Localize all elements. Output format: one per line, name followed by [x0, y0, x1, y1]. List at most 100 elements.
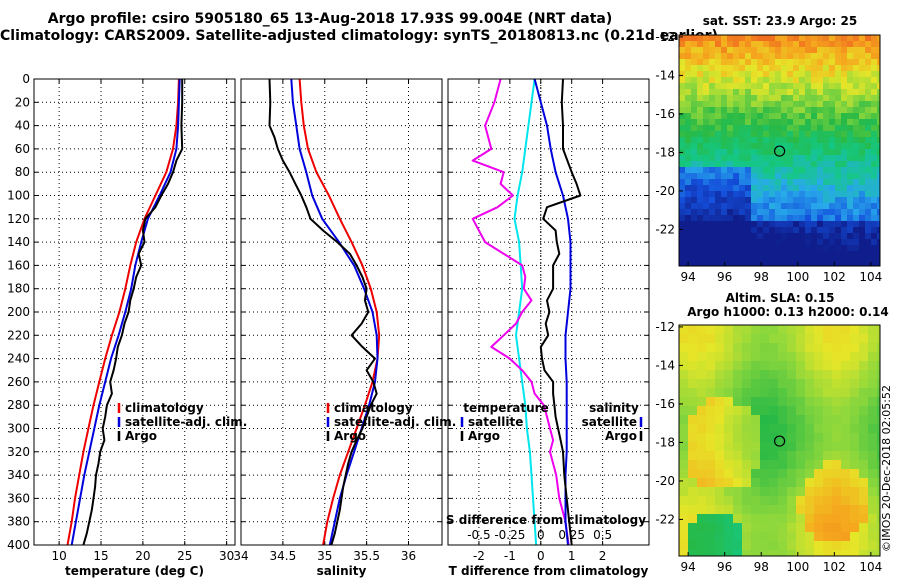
map-cell	[679, 487, 689, 497]
map-cell	[697, 442, 707, 452]
map-cell	[745, 101, 752, 108]
map-cell	[841, 460, 851, 470]
map-y-tick-label: -12	[655, 320, 675, 334]
map-cell	[706, 487, 716, 497]
map-cell	[733, 352, 743, 362]
map-cell	[796, 433, 806, 443]
map-cell	[775, 83, 782, 90]
map-cell	[829, 137, 836, 144]
map-cell	[709, 215, 716, 222]
map-cell	[751, 149, 758, 156]
map-cell	[841, 185, 848, 192]
map-cell	[853, 263, 860, 267]
map-cell	[697, 451, 707, 461]
map-y-tick-label: -22	[655, 512, 675, 526]
map-cell	[715, 41, 722, 48]
map-cell	[775, 125, 782, 132]
map-cell	[697, 167, 704, 174]
map-cell	[832, 379, 842, 389]
map-cell	[685, 113, 692, 120]
map-cell	[832, 541, 842, 551]
map-cell	[739, 59, 746, 66]
map-cell	[775, 179, 782, 186]
map-cell	[796, 451, 806, 461]
map-cell	[853, 161, 860, 168]
map-cell	[721, 245, 728, 252]
map-cell	[769, 209, 776, 216]
map-cell	[841, 397, 851, 407]
map-cell	[703, 137, 710, 144]
map-cell	[733, 185, 740, 192]
map-cell	[706, 361, 716, 371]
map-cell	[853, 149, 860, 156]
map-cell	[685, 227, 692, 234]
map-cell	[709, 143, 716, 150]
map-cell	[817, 77, 824, 84]
map-cell	[805, 343, 815, 353]
map-cell	[877, 487, 881, 497]
map-cell	[757, 233, 764, 240]
map-cell	[841, 65, 848, 72]
series-line-s-argo	[539, 78, 582, 546]
map-cell	[763, 89, 770, 96]
map-cell	[763, 263, 770, 267]
map-cell	[745, 257, 752, 264]
map-cell	[817, 83, 824, 90]
map-cell	[706, 451, 716, 461]
map-cell	[745, 149, 752, 156]
map-cell	[739, 197, 746, 204]
map-cell	[865, 191, 872, 198]
map-cell	[709, 53, 716, 60]
map-cell	[847, 263, 854, 267]
map-cell	[715, 406, 725, 416]
map-x-tick-label: 100	[786, 270, 809, 284]
map-cell	[805, 379, 815, 389]
map-cell	[733, 227, 740, 234]
map-cell	[760, 541, 770, 551]
map-cell	[853, 155, 860, 162]
map-cell	[832, 514, 842, 524]
map-cell	[769, 343, 779, 353]
map-cell	[721, 227, 728, 234]
map-cell	[811, 95, 818, 102]
map-cell	[787, 379, 797, 389]
map-cell	[769, 41, 776, 48]
map-cell	[775, 89, 782, 96]
map-cell	[853, 59, 860, 66]
map-cell	[757, 221, 764, 228]
map-cell	[739, 77, 746, 84]
map-cell	[691, 155, 698, 162]
map-cell	[697, 239, 704, 246]
map-cell	[859, 35, 866, 42]
map-cell	[751, 397, 761, 407]
legend-left-title: temperature	[463, 401, 548, 415]
map-cell	[685, 233, 692, 240]
map-cell	[832, 478, 842, 488]
map-cell	[835, 197, 842, 204]
map-cell	[841, 424, 851, 434]
map-cell	[817, 35, 824, 42]
map-cell	[835, 65, 842, 72]
map-cell	[871, 113, 878, 120]
map-cell	[811, 47, 818, 54]
map-cell	[841, 215, 848, 222]
legend-label: satellite	[582, 415, 637, 429]
map-cell	[679, 406, 689, 416]
map-cell	[805, 185, 812, 192]
map-cell	[691, 221, 698, 228]
series-line-t-argo	[471, 78, 570, 546]
map-cell	[691, 119, 698, 126]
map-cell	[727, 233, 734, 240]
map-cell	[706, 541, 716, 551]
map-cell	[760, 505, 770, 515]
map-cell	[709, 161, 716, 168]
map-cell	[703, 65, 710, 72]
map-cell	[778, 361, 788, 371]
map-cell	[721, 203, 728, 210]
map-cell	[691, 65, 698, 72]
map-cell	[877, 343, 881, 353]
map-cell	[709, 263, 716, 267]
map-cell	[859, 496, 869, 506]
map-cell	[787, 496, 797, 506]
map-cell	[877, 83, 881, 90]
